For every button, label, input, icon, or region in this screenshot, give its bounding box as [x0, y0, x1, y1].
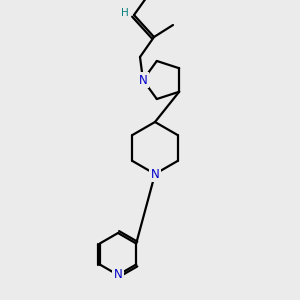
- Text: N: N: [151, 167, 159, 181]
- Text: N: N: [114, 268, 122, 281]
- Text: H: H: [121, 8, 129, 18]
- Text: N: N: [139, 74, 147, 86]
